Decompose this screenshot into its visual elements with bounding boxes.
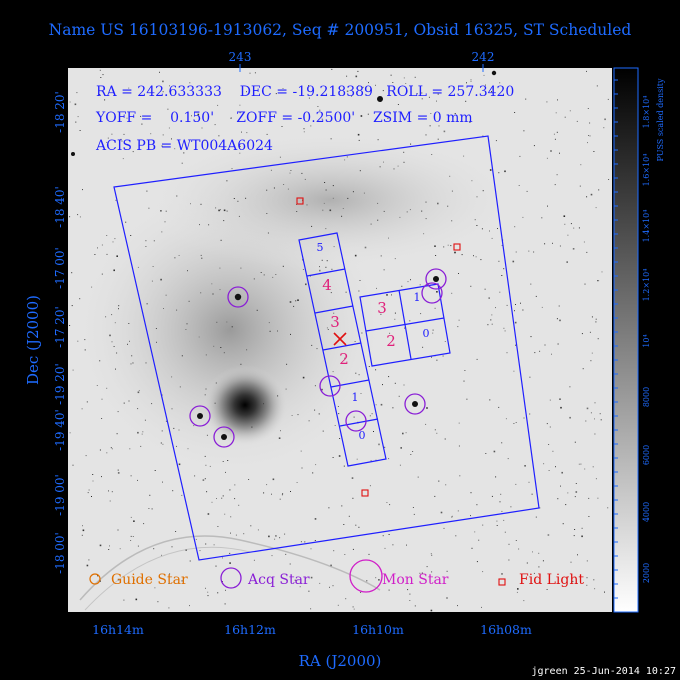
page-title: Name US 16103196-1913062, Seq # 200951, … <box>49 21 632 39</box>
colorbar-tick: 4000 <box>642 502 651 522</box>
left-tick-1: -18 20' <box>53 91 67 133</box>
acq-star-circle <box>319 375 341 397</box>
bottom-tick-4: 16h08m <box>480 622 532 637</box>
acq-star-circle <box>213 426 235 448</box>
aimpoint-x-icon <box>333 332 347 346</box>
colorbar-tick: 8000 <box>642 387 651 407</box>
sky-image <box>68 68 612 612</box>
chip-i-3: 3 <box>377 299 387 317</box>
acis-s-array <box>298 232 387 467</box>
chip-s-1: 1 <box>352 391 359 404</box>
fid-light-icon <box>498 578 506 586</box>
footer-stamp: jgreen 25-Jun-2014 10:27 <box>532 666 677 677</box>
acq-star-icon <box>220 567 242 589</box>
left-tick-3: -17 00' <box>53 247 67 289</box>
star-field <box>69 68 610 612</box>
acq-stars <box>189 268 447 448</box>
acq-star-circle <box>421 282 443 304</box>
x-axis-label: RA (J2000) <box>299 652 382 670</box>
colorbar-tick: 1.6×10⁴ <box>642 154 651 187</box>
colorbar-tick: 2000 <box>642 563 651 583</box>
colorbar-tick: 10⁴ <box>642 334 651 347</box>
bottom-tick-3: 16h10m <box>352 622 404 637</box>
left-tick-8: -18 00' <box>53 532 67 574</box>
chip-i-1: 1 <box>414 291 421 304</box>
left-tick-6: -19 40' <box>53 409 67 451</box>
acq-star-circle <box>227 286 249 308</box>
legend-acq-label: Acq Star <box>247 572 310 588</box>
bottom-tick-2: 16h12m <box>224 622 276 637</box>
colorbar: 2000 4000 6000 8000 10⁴ 1.2×10⁴ 1.4×10⁴ … <box>613 67 665 613</box>
left-tick-4: -17 20' <box>53 306 67 348</box>
colorbar-tick: 6000 <box>642 445 651 465</box>
param-line-2: YOFF = 0.150' ZOFF = -0.2500' ZSIM = 0 m… <box>95 110 473 126</box>
colorbar-tick: 1.2×10⁴ <box>642 269 651 302</box>
top-tick-242: 242 <box>472 50 495 64</box>
legend-guide-label: Guide Star <box>111 572 188 588</box>
left-tick-2: -18 40' <box>53 186 67 228</box>
guide-star-icon <box>89 573 101 585</box>
colorbar-tick: 1.4×10⁴ <box>642 210 651 243</box>
fid-lights <box>296 197 461 497</box>
chip-s-3: 3 <box>330 313 340 331</box>
colorbar-label: PUSS scaled density <box>656 78 665 162</box>
fid-light-marker <box>296 197 304 205</box>
left-tick-5: -19 20' <box>53 363 67 405</box>
legend: Guide Star Acq Star Mon Star Fid Light <box>89 559 584 593</box>
acis-i-array <box>359 283 451 367</box>
param-line-1: RA = 242.633333 DEC = -19.218389 ROLL = … <box>96 84 514 100</box>
chip-i-2: 2 <box>386 332 396 350</box>
chip-s-5: 5 <box>317 241 324 254</box>
top-tick-243: 243 <box>229 50 252 64</box>
y-axis-label: Dec (J2000) <box>24 295 42 385</box>
field-of-view-outline <box>113 135 540 561</box>
colorbar-tick: 1.8×10⁴ <box>642 96 651 129</box>
chip-s-4: 4 <box>322 276 332 294</box>
acq-star-circle <box>345 410 367 432</box>
fid-light-marker <box>453 243 461 251</box>
chip-i-0: 0 <box>423 327 430 340</box>
mon-star-icon <box>349 559 383 593</box>
fid-light-marker <box>361 489 369 497</box>
legend-fid-label: Fid Light <box>519 572 584 588</box>
legend-mon-label: Mon Star <box>382 572 449 588</box>
left-tick-7: -19 00' <box>53 474 67 516</box>
bottom-tick-1: 16h14m <box>92 622 144 637</box>
acq-star-circle <box>404 393 426 415</box>
acq-star-circle <box>425 268 447 290</box>
chip-s-0: 0 <box>359 429 366 442</box>
acq-star-circle <box>189 405 211 427</box>
chip-s-2: 2 <box>339 350 349 368</box>
param-line-3: ACIS PB = WT004A6024 <box>95 138 273 154</box>
